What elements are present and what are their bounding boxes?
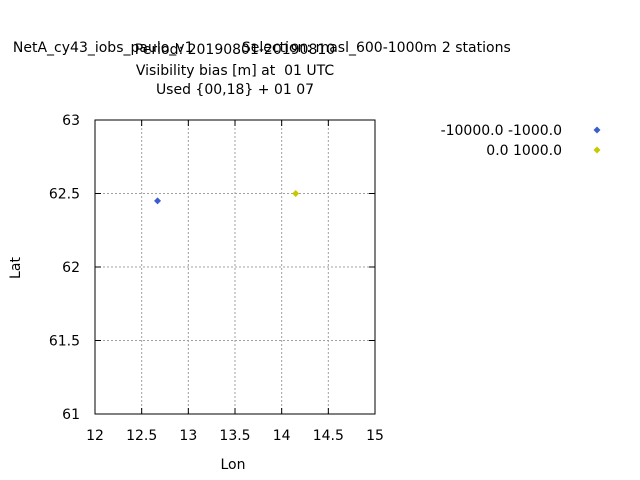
- axis-ticks: [94, 119, 376, 415]
- used-line: Used {00,18} + 01 07: [155, 82, 315, 98]
- y-tick-label: 62.5: [49, 187, 80, 203]
- grid-lines: [95, 120, 375, 414]
- x-axis-label: Lon: [221, 457, 246, 473]
- selection-value: Selection: masl_600-1000m: [241, 40, 438, 56]
- experiment-name: NetA_cy43_iobs_paulo_v1: [12, 40, 194, 56]
- x-tick-label: 12.5: [126, 428, 157, 444]
- y-tick-label: 63: [62, 113, 80, 129]
- x-tick-label: 12: [86, 428, 104, 444]
- legend-label: -10000.0 -1000.0: [441, 123, 562, 139]
- y-axis-label: Lat: [8, 257, 24, 279]
- x-tick-label: 14: [273, 428, 291, 444]
- y-tick-label: 61.5: [49, 334, 80, 350]
- x-tick-label: 15: [366, 428, 384, 444]
- data-point: [154, 197, 162, 205]
- x-tick-label: 14.5: [313, 428, 344, 444]
- period-line: Period: 20190801-20190810: [134, 42, 336, 58]
- data-point: [292, 190, 300, 197]
- y-tick-label: 61: [62, 407, 80, 423]
- parameter-line: Visibility bias [m] at 01 UTC: [135, 63, 335, 79]
- legend-marker: [593, 146, 601, 154]
- legend-marker: [593, 126, 601, 134]
- legend: -10000.0 -1000.0 0.0 1000.0: [441, 123, 601, 159]
- stations-value: 2 stations: [441, 40, 511, 56]
- y-tick-label: 62: [62, 260, 80, 276]
- stations-count: 2 stations: [433, 21, 511, 57]
- selection-text: Selection: masl_600-1000m: [233, 21, 437, 57]
- data-points: [154, 190, 300, 205]
- x-tick-label: 13: [179, 428, 197, 444]
- legend-label: 0.0 1000.0: [486, 143, 562, 159]
- header-line-1: NetA_cy43_iobs_paulo_v1: [4, 21, 194, 57]
- x-tick-label: 13.5: [219, 428, 250, 444]
- tick-labels: 12 12.5 13 13.5 14 14.5 15 61 61.5 62 62.5 63: [49, 113, 384, 444]
